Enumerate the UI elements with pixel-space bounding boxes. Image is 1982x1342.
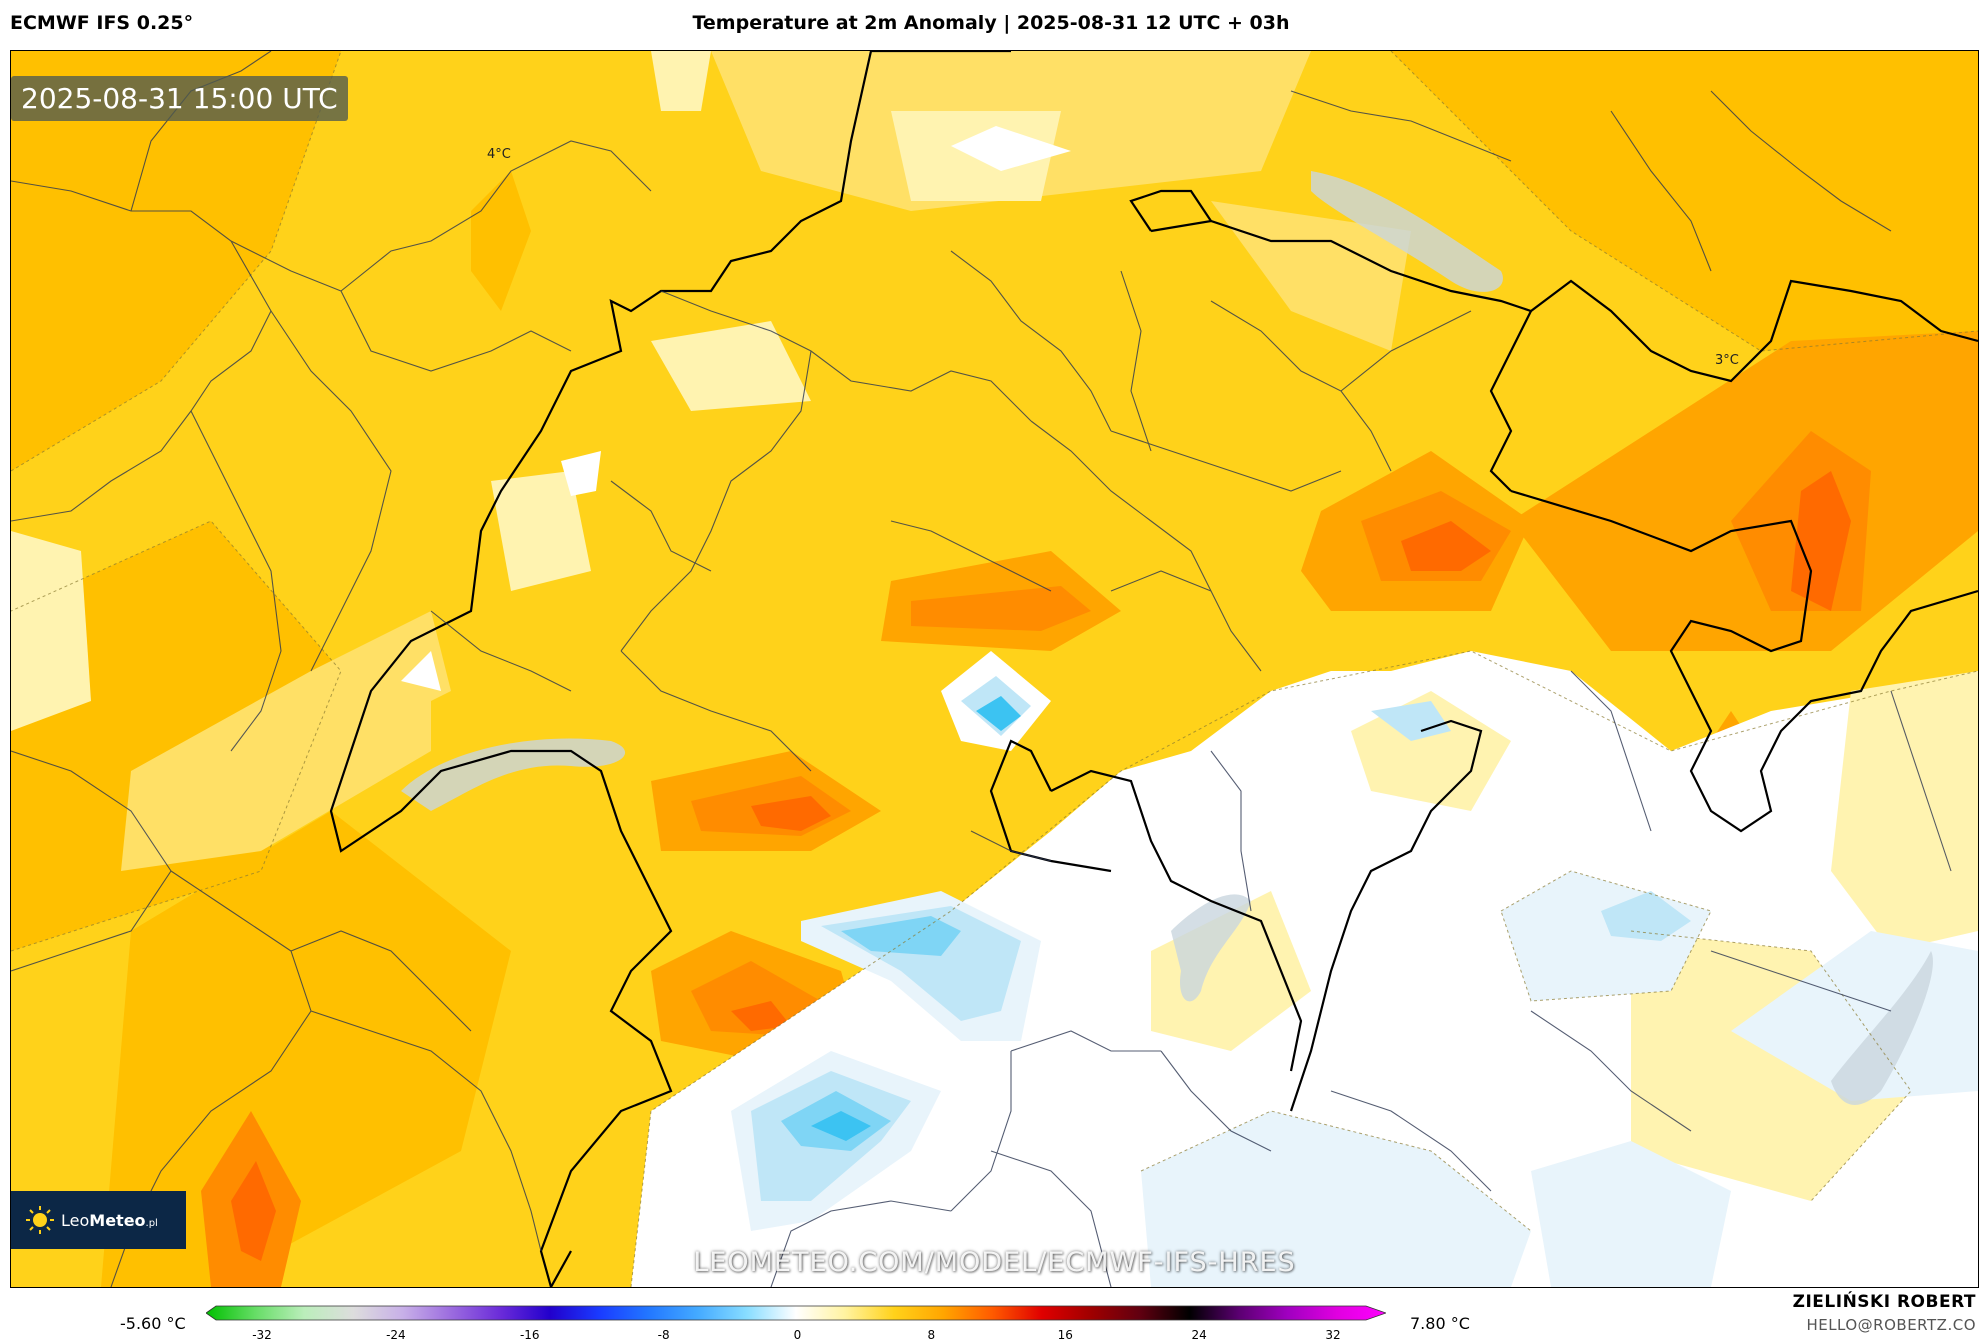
anomaly-zone bbox=[1831, 671, 1978, 951]
anomaly-zone bbox=[231, 1161, 276, 1261]
lake-shape bbox=[1311, 171, 1503, 292]
colorbar-tick: 24 bbox=[1191, 1328, 1207, 1342]
anomaly-zone bbox=[1401, 521, 1491, 571]
anomaly-zone bbox=[1391, 51, 1978, 351]
colorbar-tick: -32 bbox=[252, 1328, 272, 1342]
anomaly-zone bbox=[751, 796, 831, 831]
regional-borders bbox=[11, 51, 1952, 1287]
contour-label: 4°C bbox=[487, 147, 511, 162]
anomaly-zone bbox=[11, 531, 91, 731]
anomaly-zone bbox=[1371, 701, 1451, 741]
colorbar bbox=[206, 1305, 1386, 1321]
anomaly-zone bbox=[471, 171, 531, 311]
country-borders bbox=[329, 51, 1978, 1287]
timestamp-badge: 2025-08-31 15:00 UTC bbox=[11, 76, 348, 121]
watermark-url: LEOMETEO.COM/MODEL/ECMWF-IFS-HRES bbox=[693, 1247, 1296, 1278]
model-title: ECMWF IFS 0.25° bbox=[10, 12, 194, 34]
anomaly-zone bbox=[841, 916, 961, 956]
colorbar-tick: 0 bbox=[793, 1328, 802, 1342]
anomaly-zone bbox=[491, 471, 591, 591]
colorbar-tick: -24 bbox=[386, 1328, 406, 1342]
anomaly-zone bbox=[121, 611, 431, 871]
leometeo-logo[interactable]: LeoMeteo.pl bbox=[11, 1191, 186, 1249]
anomaly-zone bbox=[651, 321, 811, 411]
colorbar-tick: 8 bbox=[927, 1328, 936, 1342]
colorbar-min-label: -5.60 °C bbox=[120, 1314, 186, 1333]
lake-shape bbox=[1831, 951, 1933, 1105]
colorbar-max-label: 7.80 °C bbox=[1410, 1314, 1470, 1333]
anomaly-zone bbox=[1791, 471, 1851, 611]
colorbar-tick: -8 bbox=[657, 1328, 670, 1342]
colorbar-tick: 16 bbox=[1057, 1328, 1073, 1342]
anomaly-zone bbox=[811, 1111, 871, 1141]
lake-shape bbox=[1171, 894, 1251, 1002]
anomaly-zone bbox=[651, 51, 711, 111]
anomaly-zone bbox=[731, 1001, 791, 1031]
colorbar-tick: 32 bbox=[1325, 1328, 1341, 1342]
author-email[interactable]: HELLO@ROBERTZ.CO bbox=[1806, 1316, 1976, 1334]
colorbar-ticks: -32 -24 -16 -8 0 8 16 24 32 bbox=[0, 1328, 1982, 1342]
anomaly-zone bbox=[951, 126, 1071, 171]
logo-text: LeoMeteo.pl bbox=[61, 1210, 158, 1230]
anomaly-zone bbox=[1531, 1141, 1731, 1287]
anomaly-zone bbox=[691, 961, 821, 1036]
anomaly-zone bbox=[1731, 931, 1978, 1101]
anomaly-zone bbox=[1601, 891, 1691, 941]
colorbar-tick: -16 bbox=[519, 1328, 540, 1342]
anomaly-zone bbox=[1141, 1111, 1531, 1287]
anomaly-zone bbox=[911, 586, 1091, 631]
contour-label: 3°C bbox=[1715, 353, 1739, 368]
chart-title: Temperature at 2m Anomaly | 2025-08-31 1… bbox=[692, 12, 1290, 34]
anomaly-zone bbox=[11, 51, 341, 471]
sun-icon bbox=[26, 1206, 54, 1234]
anomaly-zone bbox=[101, 811, 511, 1287]
anomaly-zone bbox=[401, 651, 441, 691]
forecast-map[interactable]: 2025-08-31 15:00 UTC 4°C 3°C LeoMeteo.pl… bbox=[10, 50, 1979, 1288]
author-name: ZIELIŃSKI ROBERT bbox=[1792, 1292, 1976, 1312]
anomaly-zone bbox=[561, 451, 601, 496]
contour-lines bbox=[11, 51, 1978, 1287]
anomaly-zone bbox=[976, 696, 1021, 731]
lake-shape bbox=[401, 738, 626, 811]
map-layers bbox=[11, 51, 1978, 1287]
